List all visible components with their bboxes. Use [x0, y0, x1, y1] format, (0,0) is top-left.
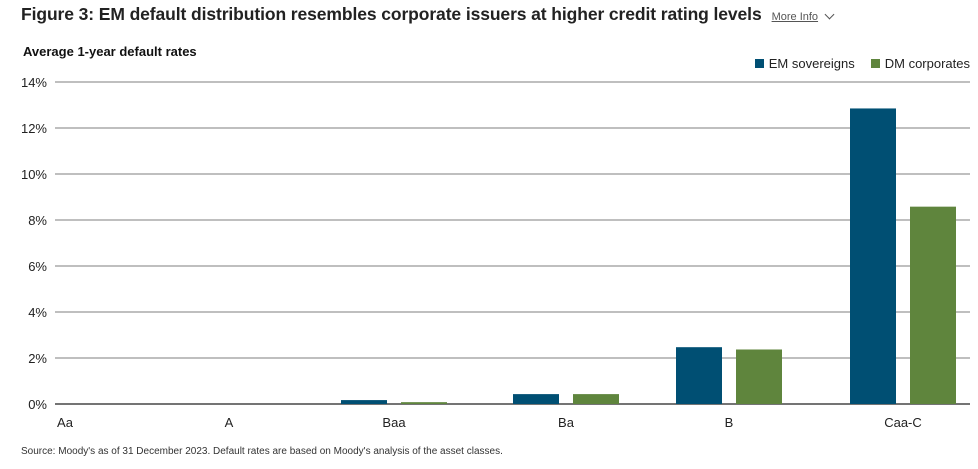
more-info-link[interactable]: More Info — [771, 9, 835, 23]
x-tick-label: Ba — [558, 415, 575, 430]
bar-dm-b — [736, 349, 782, 404]
legend-item-em: EM sovereigns — [754, 56, 855, 71]
bar-em-ba — [513, 394, 559, 404]
y-tick-label: 6% — [28, 259, 47, 274]
legend-label-em: EM sovereigns — [768, 56, 855, 71]
y-tick-label: 12% — [21, 121, 47, 136]
x-tick-label: Baa — [382, 415, 406, 430]
figure-title: Figure 3: EM default distribution resemb… — [21, 4, 762, 24]
y-tick-label: 4% — [28, 305, 47, 320]
x-tick-label: Aa — [57, 415, 74, 430]
bar-dm-caa-c — [910, 206, 956, 404]
legend-swatch-dm — [870, 59, 880, 68]
legend-label-dm: DM corporates — [884, 56, 970, 71]
y-tick-label: 8% — [28, 213, 47, 228]
x-tick-label: A — [225, 415, 234, 430]
y-tick-label: 2% — [28, 351, 47, 366]
legend-item-dm: DM corporates — [870, 56, 970, 71]
bar-em-b — [676, 347, 722, 404]
chart-legend: EM sovereigns DM corporates — [739, 56, 970, 71]
bar-em-caa-c — [850, 108, 896, 404]
bar-dm-baa — [401, 402, 447, 404]
y-tick-label: 10% — [21, 167, 47, 182]
source-note: Source: Moody's as of 31 December 2023. … — [21, 446, 503, 457]
y-tick-label: 14% — [21, 75, 47, 90]
y-axis-label: Average 1-year default rates — [23, 44, 197, 59]
x-tick-label: Caa-C — [884, 415, 922, 430]
y-tick-label: 0% — [28, 397, 47, 412]
bar-em-baa — [341, 400, 387, 404]
figure-header: Figure 3: EM default distribution resemb… — [21, 4, 835, 25]
bar-dm-ba — [573, 394, 619, 404]
legend-swatch-em — [754, 59, 764, 68]
more-info-label: More Info — [771, 11, 819, 23]
x-tick-label: B — [725, 415, 734, 430]
